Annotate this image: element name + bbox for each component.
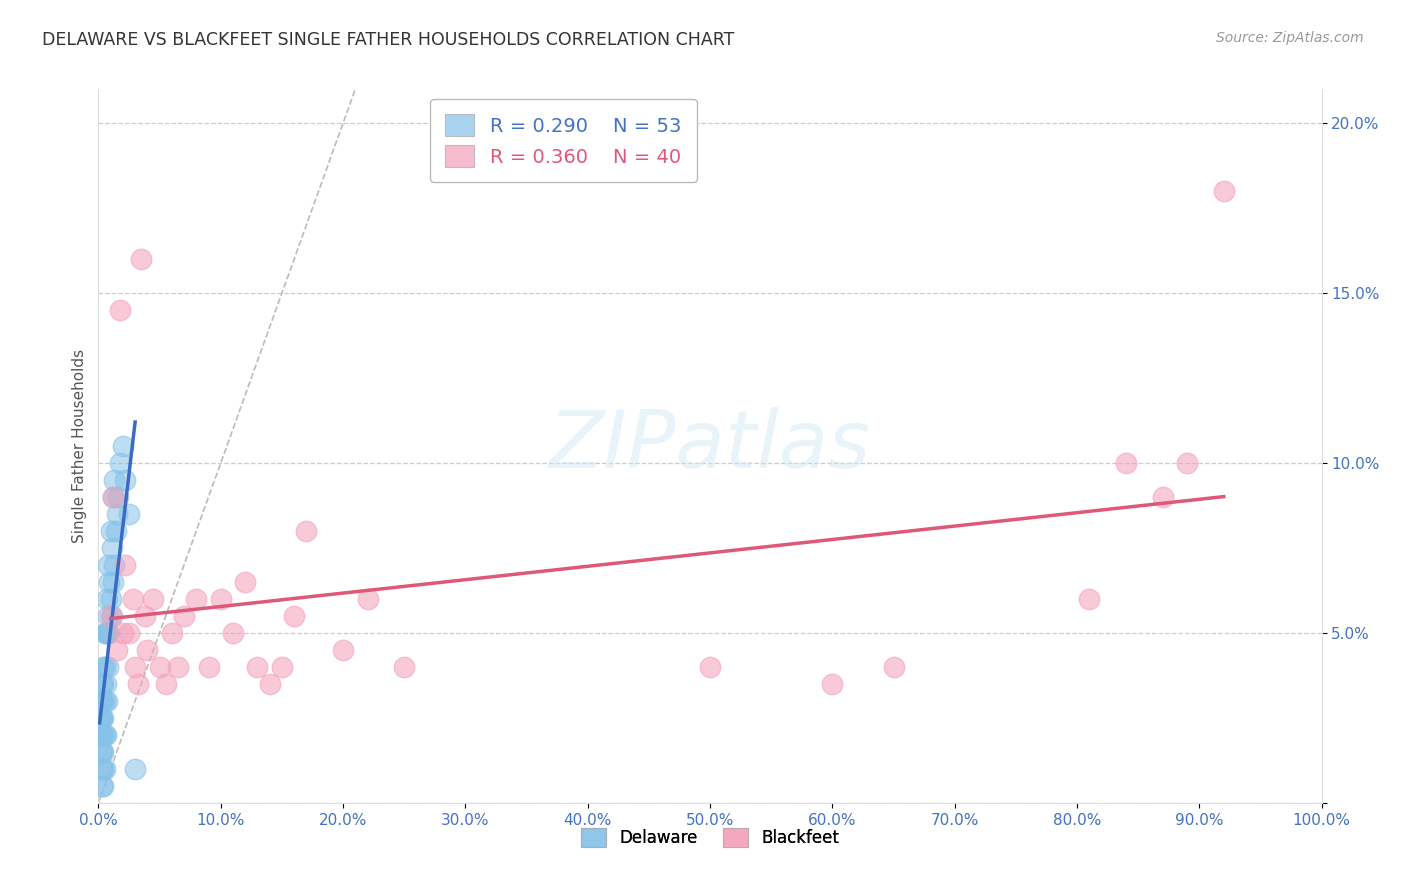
Point xyxy=(270,660,294,674)
Point xyxy=(134,608,156,623)
Point xyxy=(91,745,114,759)
Point xyxy=(105,643,128,657)
Point xyxy=(90,694,112,708)
Point xyxy=(118,626,141,640)
Point xyxy=(94,626,117,640)
Point xyxy=(89,728,111,742)
Point xyxy=(96,626,118,640)
Point xyxy=(105,507,128,521)
Point xyxy=(392,660,416,674)
Point xyxy=(110,456,132,470)
Point xyxy=(186,591,208,606)
Point xyxy=(124,762,146,776)
Point xyxy=(160,626,183,640)
Point xyxy=(111,439,134,453)
Point xyxy=(98,574,121,589)
Point xyxy=(91,728,114,742)
Point xyxy=(197,660,219,674)
Point xyxy=(90,745,112,759)
Point xyxy=(104,524,127,538)
Point xyxy=(121,591,143,606)
Point xyxy=(97,558,120,572)
Point xyxy=(332,643,354,657)
Point xyxy=(136,643,159,657)
Point xyxy=(91,762,114,776)
Point xyxy=(101,574,124,589)
Point xyxy=(356,591,378,606)
Point xyxy=(1212,184,1234,198)
Point xyxy=(233,574,256,589)
Point xyxy=(91,694,114,708)
Point xyxy=(124,660,146,674)
Point xyxy=(114,473,136,487)
Point xyxy=(91,711,114,725)
Point xyxy=(96,694,118,708)
Point xyxy=(93,694,115,708)
Point xyxy=(91,779,114,793)
Point xyxy=(94,677,117,691)
Point xyxy=(91,762,114,776)
Point xyxy=(97,660,120,674)
Point xyxy=(91,677,114,691)
Point xyxy=(259,677,281,691)
Point xyxy=(93,626,115,640)
Point xyxy=(173,608,195,623)
Point xyxy=(100,591,122,606)
Point xyxy=(97,608,120,623)
Point xyxy=(149,660,172,674)
Point xyxy=(107,490,129,504)
Point xyxy=(89,711,111,725)
Point xyxy=(91,745,114,759)
Point xyxy=(155,677,177,691)
Point xyxy=(101,490,124,504)
Point xyxy=(246,660,269,674)
Point xyxy=(295,524,318,538)
Point xyxy=(129,252,152,266)
Point xyxy=(1115,456,1137,470)
Point xyxy=(1175,456,1198,470)
Point xyxy=(101,608,124,623)
Point xyxy=(96,591,118,606)
Point xyxy=(103,558,125,572)
Point xyxy=(142,591,165,606)
Point xyxy=(110,303,132,318)
Legend: Delaware, Blackfeet: Delaware, Blackfeet xyxy=(569,817,851,859)
Point xyxy=(127,677,149,691)
Point xyxy=(1152,490,1174,504)
Point xyxy=(91,728,114,742)
Point xyxy=(100,524,122,538)
Point xyxy=(93,728,115,742)
Point xyxy=(90,711,112,725)
Point xyxy=(883,660,905,674)
Point xyxy=(1078,591,1101,606)
Point xyxy=(103,473,125,487)
Point xyxy=(93,660,115,674)
Text: Source: ZipAtlas.com: Source: ZipAtlas.com xyxy=(1216,31,1364,45)
Point xyxy=(222,626,245,640)
Point xyxy=(100,608,122,623)
Point xyxy=(118,507,141,521)
Text: DELAWARE VS BLACKFEET SINGLE FATHER HOUSEHOLDS CORRELATION CHART: DELAWARE VS BLACKFEET SINGLE FATHER HOUS… xyxy=(42,31,734,49)
Point xyxy=(98,626,121,640)
Point xyxy=(91,677,114,691)
Point xyxy=(91,779,114,793)
Point xyxy=(101,490,124,504)
Point xyxy=(209,591,232,606)
Point xyxy=(111,626,134,640)
Point xyxy=(90,728,112,742)
Point xyxy=(283,608,305,623)
Point xyxy=(91,660,114,674)
Point xyxy=(699,660,721,674)
Point xyxy=(821,677,844,691)
Y-axis label: Single Father Households: Single Father Households xyxy=(72,349,87,543)
Text: ZIPatlas: ZIPatlas xyxy=(548,407,872,485)
Point xyxy=(94,728,117,742)
Point xyxy=(167,660,190,674)
Point xyxy=(91,711,114,725)
Point xyxy=(114,558,136,572)
Point xyxy=(101,541,124,555)
Point xyxy=(91,694,114,708)
Point xyxy=(93,762,115,776)
